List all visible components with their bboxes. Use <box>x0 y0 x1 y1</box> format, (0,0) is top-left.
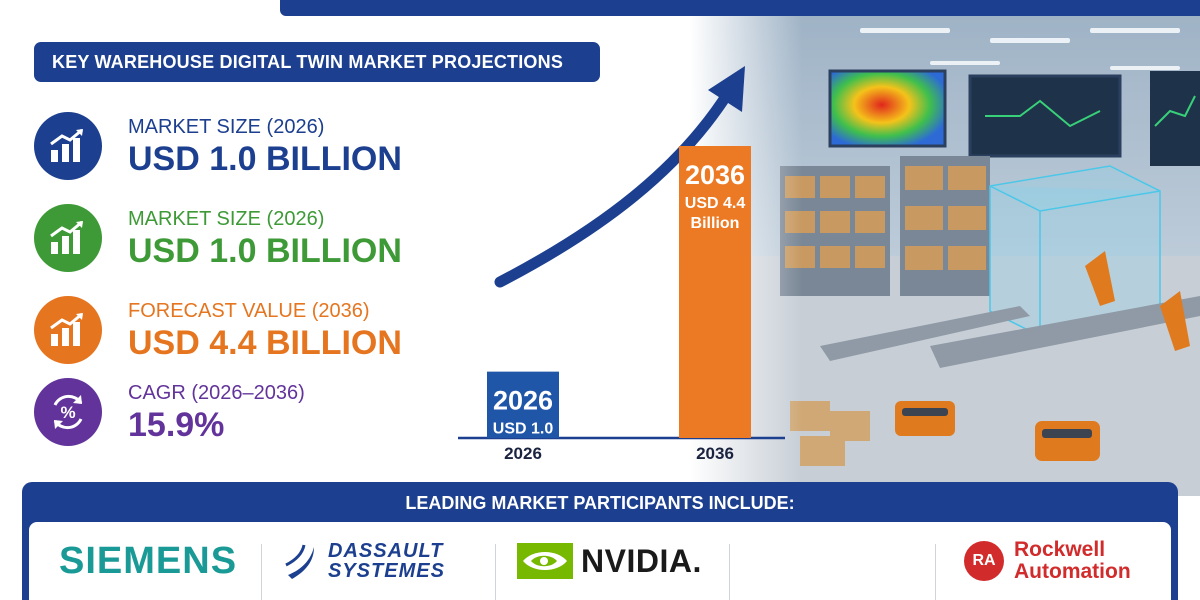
bar-chart-icon <box>34 296 102 364</box>
rockwell-automation-logo: RA Rockwell Automation <box>964 522 1131 600</box>
stat-market-size-2026: MARKET SIZE (2026) USD 1.0 BILLION <box>34 108 454 184</box>
stat-cagr: % CAGR (2026–2036) 15.9% <box>34 374 454 450</box>
x-tick-label: 2036 <box>696 444 734 463</box>
nvidia-logo: NVIDIA. <box>517 522 702 600</box>
logo-divider <box>729 544 730 600</box>
stat-label: MARKET SIZE (2026) <box>128 208 325 230</box>
svg-text:%: % <box>60 403 75 422</box>
bar-chart-icon <box>34 204 102 272</box>
bar-year-label: 2036 <box>685 160 745 190</box>
logo-divider <box>261 544 262 600</box>
bar-unit-label: Billion <box>691 215 740 232</box>
bar-chart-icon <box>34 112 102 180</box>
nvidia-wordmark: NVIDIA. <box>581 542 702 579</box>
warehouse-scene-illustration <box>690 16 1200 496</box>
stat-value: USD 4.4 BILLION <box>128 324 402 362</box>
bar-value-label: USD 4.4 <box>685 195 746 212</box>
rockwell-line1: Rockwell <box>1014 538 1106 561</box>
trend-arrow-head <box>708 66 745 112</box>
market-participants-section: LEADING MARKET PARTICIPANTS INCLUDE: SIE… <box>22 482 1178 600</box>
nvidia-eye-icon <box>517 543 573 579</box>
stat-value: USD 1.0 BILLION <box>128 232 402 270</box>
bar-unit-label: Billion <box>499 441 548 458</box>
percent-cycle-icon: % <box>34 378 102 446</box>
bar-value-label: USD 1.0 <box>493 421 554 438</box>
stat-label: FORECAST VALUE (2036) <box>128 300 370 322</box>
siemens-logo: SIEMENS <box>59 522 237 600</box>
bar-2026 <box>487 371 559 438</box>
top-decorative-band <box>280 0 1200 16</box>
trend-arrow-icon <box>494 84 736 288</box>
dassault-line2: SYSTEMES <box>328 560 445 582</box>
logo-divider <box>495 544 496 600</box>
dassault-line1: DASSAULT <box>328 540 444 562</box>
rockwell-ra-badge: RA <box>964 541 1004 581</box>
bar-year-label: 2026 <box>493 386 553 416</box>
stat-forecast-value-2036: FORECAST VALUE (2036) USD 4.4 BILLION <box>34 292 454 368</box>
bar-2036 <box>679 146 751 438</box>
dassault-systemes-logo: DASSAULT SYSTEMES <box>284 522 445 600</box>
participants-heading: LEADING MARKET PARTICIPANTS INCLUDE: <box>405 493 795 513</box>
stat-label: CAGR (2026–2036) <box>128 382 305 404</box>
stat-value: USD 1.0 BILLION <box>128 140 402 178</box>
dassault-ds-mark-icon <box>285 544 314 579</box>
stat-label: MARKET SIZE (2026) <box>128 116 325 138</box>
rockwell-line2: Automation <box>1014 560 1131 583</box>
participants-logo-strip: SIEMENS DASSAULT SYSTEMES NVIDIA. <box>29 522 1171 600</box>
page-title: KEY WAREHOUSE DIGITAL TWIN MARKET PROJEC… <box>34 42 600 82</box>
stat-market-size-2026-alt: MARKET SIZE (2026) USD 1.0 BILLION <box>34 200 454 276</box>
x-tick-label: 2026 <box>504 444 542 463</box>
market-growth-chart: 2026 USD 1.0 Billion 2026 2036 USD 4.4 Billion… <box>440 60 800 480</box>
stat-value: 15.9% <box>128 406 225 444</box>
logo-divider <box>935 544 936 600</box>
siemens-wordmark: SIEMENS <box>59 539 238 582</box>
